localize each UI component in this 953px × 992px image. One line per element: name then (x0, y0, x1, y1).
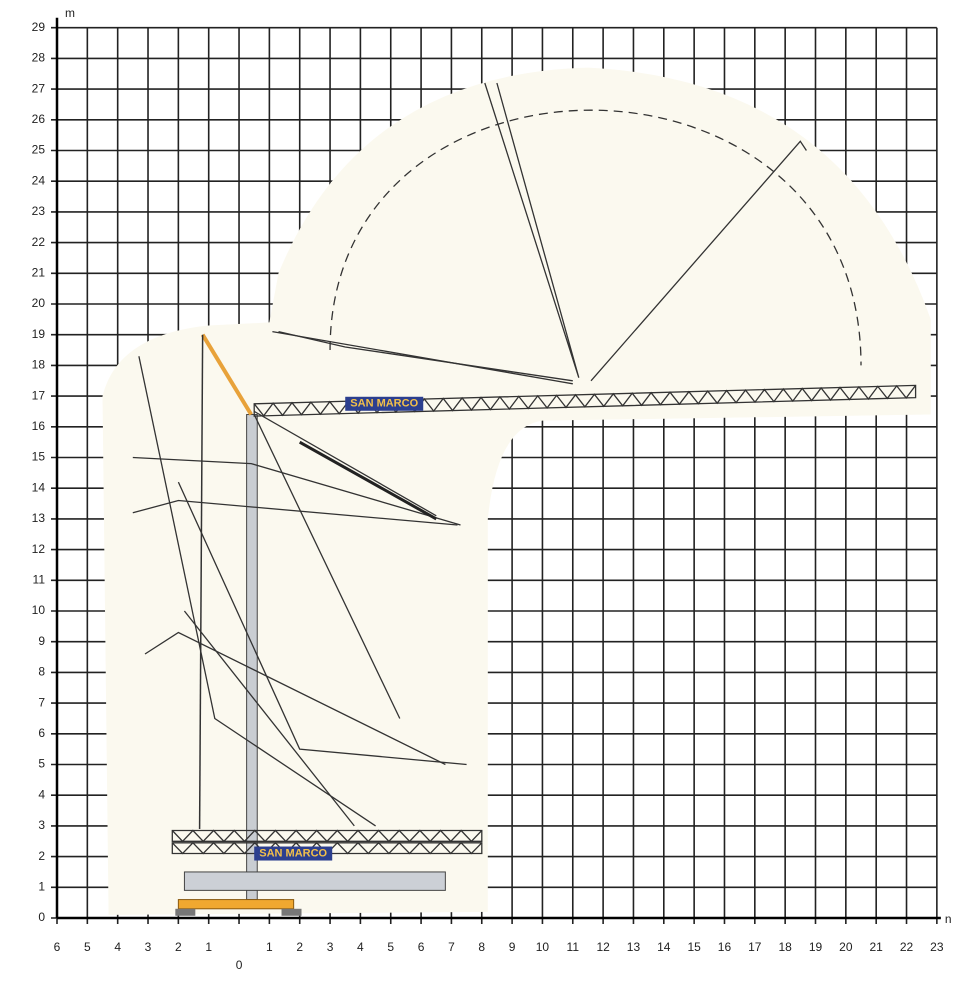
pad (281, 908, 302, 916)
y-tick-label: 2 (38, 849, 45, 863)
drawing-background (102, 67, 931, 915)
chassis (183, 871, 446, 891)
brand-plate (345, 396, 424, 411)
pad (175, 908, 196, 916)
y-tick-label: 29 (32, 20, 46, 34)
folded-boom (177, 481, 467, 766)
drawing-area (102, 67, 931, 915)
y-tick-label: 9 (38, 634, 45, 648)
y-tick-label: 0 (38, 910, 45, 924)
brand-label: SAN MARCO (259, 847, 327, 859)
y-unit-label: m (65, 6, 75, 20)
x-tick-label: 12 (596, 940, 610, 954)
slewing-arc (329, 109, 862, 366)
brand-label: SAN MARCO (350, 398, 418, 410)
x-tick-label: 3 (327, 940, 334, 954)
y-tick-label: 7 (38, 695, 45, 709)
raised-jib (484, 82, 580, 378)
y-tick-label: 14 (32, 480, 46, 494)
folded-boom (132, 456, 461, 526)
y-tick-label: 27 (32, 81, 46, 95)
x-tick-label: 1 (266, 940, 273, 954)
y-tick-label: 5 (38, 757, 45, 771)
counter-jib (200, 333, 253, 416)
y-tick-label: 12 (32, 542, 46, 556)
y-tick-label: 25 (32, 143, 46, 157)
tie (278, 330, 573, 382)
x-unit-label: n (945, 912, 952, 926)
y-tick-label: 24 (32, 173, 46, 187)
x-origin-label: 0 (236, 958, 243, 972)
x-tick-label: 5 (387, 940, 394, 954)
raised-jib (590, 140, 807, 382)
x-tick-label: 5 (84, 940, 91, 954)
y-tick-label: 22 (32, 235, 46, 249)
y-tick-label: 11 (33, 572, 46, 586)
x-tick-label: 15 (687, 940, 701, 954)
y-tick-label: 23 (32, 204, 46, 218)
y-tick-label: 1 (38, 879, 45, 893)
folded-boom (253, 414, 401, 719)
folded-boom (132, 499, 458, 526)
x-tick-label: 2 (296, 940, 303, 954)
y-tick-label: 13 (32, 511, 46, 525)
x-tick-label: 6 (418, 940, 425, 954)
x-tick-label: 2 (175, 940, 182, 954)
y-tick-label: 4 (38, 787, 45, 801)
y-tick-label: 18 (32, 358, 46, 372)
y-tick-label: 8 (38, 665, 45, 679)
x-tick-label: 16 (718, 940, 732, 954)
x-tick-label: 23 (930, 940, 944, 954)
outrigger (177, 899, 295, 910)
x-tick-label: 17 (748, 940, 762, 954)
x-tick-label: 10 (536, 940, 550, 954)
y-tick-label: 16 (32, 419, 46, 433)
y-tick-label: 17 (32, 388, 46, 402)
x-tick-label: 7 (448, 940, 455, 954)
y-tick-label: 6 (38, 726, 45, 740)
counter-jib (198, 334, 204, 829)
folded-boom (144, 631, 446, 766)
folded-jib-lattice (171, 829, 483, 843)
mast (246, 414, 258, 901)
boom-dark (298, 440, 437, 521)
x-tick-label: 19 (809, 940, 823, 954)
y-tick-label: 28 (32, 51, 46, 65)
folded-boom (183, 610, 355, 827)
x-tick-label: 6 (54, 940, 61, 954)
x-tick-label: 11 (567, 940, 580, 954)
y-tick-label: 20 (32, 296, 46, 310)
x-tick-label: 1 (205, 940, 212, 954)
x-tick-label: 3 (145, 940, 152, 954)
axis-labels: 0123456789101112131415161718192021222324… (32, 6, 952, 972)
brand-plate (254, 846, 333, 861)
y-tick-label: 26 (32, 112, 46, 126)
y-tick-label: 21 (32, 265, 46, 279)
x-tick-label: 8 (478, 940, 485, 954)
tie (272, 330, 573, 385)
crane-drawing: SAN MARCO SAN MARCO (132, 82, 917, 916)
x-tick-label: 21 (870, 940, 884, 954)
y-tick-label: 19 (32, 327, 46, 341)
x-tick-label: 14 (657, 940, 671, 954)
x-tick-label: 4 (357, 940, 364, 954)
folded-boom (138, 356, 376, 827)
x-tick-label: 20 (839, 940, 853, 954)
y-tick-label: 10 (32, 603, 46, 617)
x-tick-label: 22 (900, 940, 914, 954)
x-tick-label: 13 (627, 940, 641, 954)
x-tick-label: 4 (114, 940, 121, 954)
x-tick-label: 18 (778, 940, 792, 954)
x-tick-label: 9 (509, 940, 516, 954)
y-tick-label: 3 (38, 818, 45, 832)
y-tick-label: 15 (32, 450, 46, 464)
folded-boom (253, 410, 437, 517)
